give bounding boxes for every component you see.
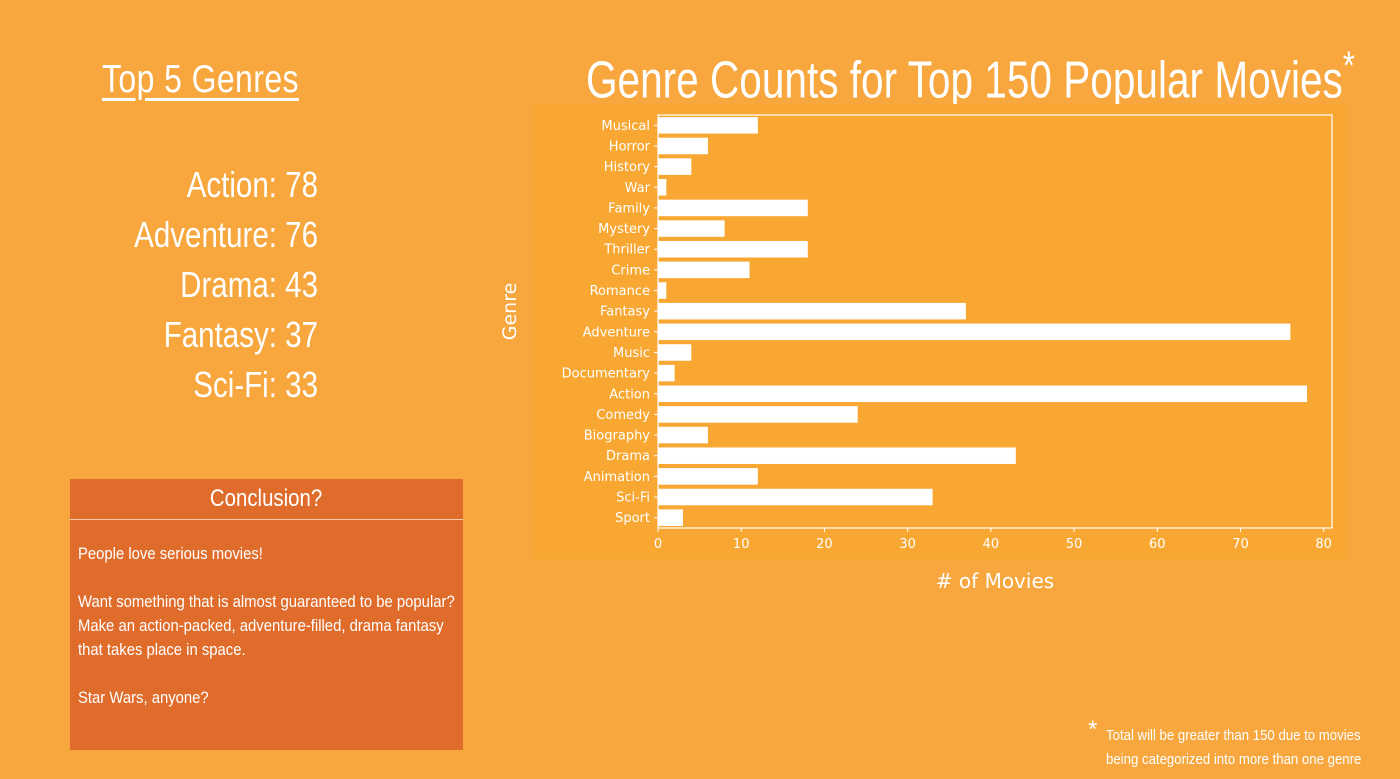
bar-sci-fi (658, 488, 933, 506)
y-tick-label: Romance (590, 284, 650, 299)
footnote: * Total will be greater than 150 due to … (1088, 718, 1388, 772)
bar-thriller (658, 240, 808, 258)
chart-title: Genre Counts for Top 150 Popular Movies* (586, 44, 1355, 110)
top-genre-count: 33 (285, 364, 318, 405)
bar-family (658, 199, 808, 217)
bar-romance (658, 282, 667, 299)
top-genre-count: 76 (285, 214, 318, 255)
y-tick-label: Fantasy (600, 305, 650, 320)
y-tick-label: Sci-Fi (616, 491, 650, 506)
y-tick-label: Action (609, 387, 650, 402)
y-tick-label: Animation (584, 470, 650, 485)
top-genre-row: Adventure: 76 (134, 214, 318, 255)
bar-music (658, 344, 692, 361)
bar-drama (658, 447, 1016, 464)
conclusion-paragraph: Star Wars, anyone? (78, 689, 209, 707)
conclusion-box: Conclusion? People love serious movies! W… (70, 479, 463, 750)
y-tick-label: Adventure (583, 325, 650, 340)
bar-musical (658, 117, 758, 134)
bar-comedy (658, 406, 858, 423)
footnote-asterisk: * (1088, 716, 1098, 743)
y-tick-label: Crime (611, 263, 650, 278)
conclusion-header: Conclusion? (70, 479, 463, 520)
x-tick-label: 70 (1232, 537, 1249, 552)
top-genre-count: 37 (285, 314, 318, 355)
chart-title-text: Genre Counts for Top 150 Popular Movies (586, 51, 1343, 110)
x-tick-label: 50 (1066, 537, 1083, 552)
bar-biography (658, 426, 708, 444)
conclusion-body: People love serious movies! Want somethin… (70, 520, 463, 710)
footnote-text: Total will be greater than 150 due to mo… (1106, 727, 1362, 768)
y-tick-label: Music (613, 346, 650, 361)
y-tick-label: History (604, 160, 651, 175)
top-genre-name: Drama (180, 264, 269, 305)
y-tick-label: Documentary (562, 367, 651, 382)
bar-horror (658, 137, 708, 155)
top-genre-name: Action (186, 164, 269, 205)
plot-frame (657, 114, 1333, 529)
bar-action (658, 385, 1308, 403)
top-genre-count: 78 (285, 164, 318, 205)
top-genres-list: Action: 78 Adventure: 76 Drama: 43 Fantasy:… (60, 160, 318, 410)
y-tick-label: Comedy (596, 408, 650, 423)
x-tick-label: 0 (654, 537, 662, 552)
top-genre-row: Drama: 43 (180, 264, 318, 305)
chart-title-asterisk: * (1342, 44, 1355, 88)
top-genre-name: Adventure (134, 214, 269, 255)
top-genre-row: Fantasy: 37 (163, 314, 318, 355)
y-tick-label: War (625, 181, 651, 196)
genre-bar-chart: Musical Horror History War Family Mystery Thri… (499, 104, 1346, 593)
top-genre-row: Sci-Fi: 33 (193, 364, 318, 405)
bar-fantasy (658, 302, 966, 320)
y-tick-label: Biography (584, 429, 651, 444)
top-genre-row: Action: 78 (186, 164, 318, 205)
y-tick-label: Musical (601, 119, 650, 134)
y-tick-label: Sport (615, 511, 650, 526)
bar-sport (658, 509, 683, 526)
top-genre-name: Fantasy (163, 314, 269, 355)
bar-adventure (658, 323, 1291, 341)
x-axis-label: # of Movies (936, 569, 1054, 593)
x-tick-label: 80 (1315, 537, 1332, 552)
conclusion-header-label: Conclusion? (210, 485, 323, 512)
bar-history (658, 158, 692, 175)
y-tick-label: Thriller (603, 243, 650, 258)
y-tick-label: Drama (606, 449, 650, 464)
bar-war (658, 179, 667, 196)
x-tick-label: 60 (1149, 537, 1166, 552)
y-axis-label: Genre (499, 283, 521, 341)
y-tick-label: Family (608, 201, 650, 216)
bar-mystery (658, 220, 725, 237)
bar-crime (658, 261, 750, 279)
x-tick-label: 30 (899, 537, 916, 552)
conclusion-paragraph: Want something that is almost guaranteed… (78, 593, 455, 659)
top-genre-count: 43 (285, 264, 318, 305)
x-tick-label: 20 (816, 537, 833, 552)
x-tick-label: 10 (733, 537, 750, 552)
y-tick-label: Horror (609, 139, 651, 154)
y-tick-label: Mystery (598, 222, 650, 237)
top-genre-name: Sci-Fi (193, 364, 269, 405)
x-tick-label: 40 (983, 537, 1000, 552)
top-genres-heading: Top 5 Genres (102, 58, 299, 101)
bar-animation (658, 468, 758, 485)
conclusion-paragraph: People love serious movies! (78, 545, 263, 563)
bar-documentary (658, 364, 675, 382)
